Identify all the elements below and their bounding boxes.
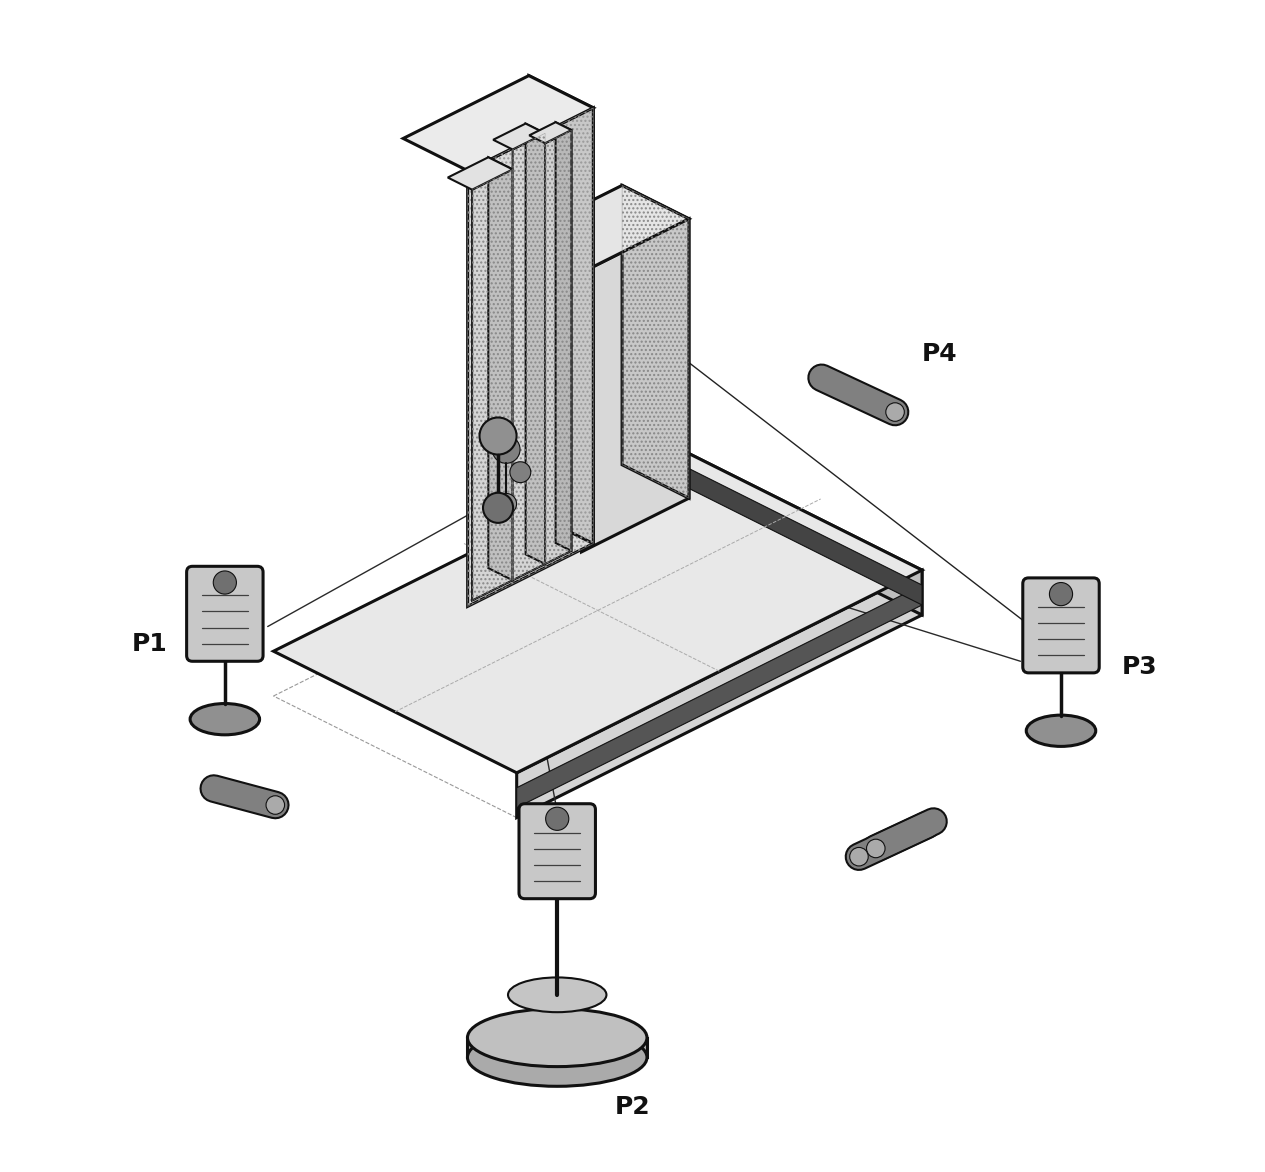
- Polygon shape: [448, 157, 512, 190]
- Polygon shape: [515, 185, 622, 518]
- Circle shape: [545, 808, 569, 830]
- Circle shape: [483, 492, 514, 523]
- Polygon shape: [582, 219, 689, 552]
- Polygon shape: [622, 185, 689, 498]
- Polygon shape: [525, 123, 545, 564]
- Polygon shape: [529, 122, 572, 143]
- Circle shape: [214, 571, 237, 594]
- Polygon shape: [679, 449, 922, 615]
- Ellipse shape: [468, 1009, 646, 1067]
- Polygon shape: [512, 134, 545, 580]
- Text: P1: P1: [132, 632, 167, 656]
- Ellipse shape: [509, 977, 606, 1013]
- Polygon shape: [679, 463, 922, 605]
- Circle shape: [510, 462, 531, 483]
- Circle shape: [479, 417, 516, 455]
- Text: P3: P3: [1122, 655, 1157, 679]
- FancyBboxPatch shape: [187, 566, 263, 661]
- Polygon shape: [545, 130, 572, 564]
- Polygon shape: [555, 122, 572, 551]
- Polygon shape: [529, 76, 593, 544]
- Circle shape: [1050, 582, 1073, 606]
- Polygon shape: [468, 108, 593, 606]
- Ellipse shape: [190, 703, 259, 735]
- Polygon shape: [488, 157, 512, 580]
- Circle shape: [266, 796, 285, 815]
- Polygon shape: [516, 585, 922, 808]
- Polygon shape: [516, 570, 922, 818]
- Polygon shape: [468, 1037, 646, 1057]
- Text: P4: P4: [922, 342, 958, 367]
- Text: P2: P2: [615, 1095, 650, 1119]
- FancyBboxPatch shape: [1023, 578, 1099, 673]
- Circle shape: [850, 847, 868, 866]
- Circle shape: [886, 403, 904, 421]
- Circle shape: [867, 839, 886, 858]
- Polygon shape: [515, 185, 689, 273]
- Ellipse shape: [1026, 715, 1095, 747]
- Polygon shape: [472, 170, 512, 600]
- Ellipse shape: [468, 1028, 646, 1086]
- Polygon shape: [493, 123, 545, 150]
- Polygon shape: [404, 76, 593, 171]
- Circle shape: [496, 493, 516, 515]
- FancyBboxPatch shape: [519, 804, 596, 899]
- Circle shape: [492, 436, 520, 463]
- Polygon shape: [273, 449, 922, 772]
